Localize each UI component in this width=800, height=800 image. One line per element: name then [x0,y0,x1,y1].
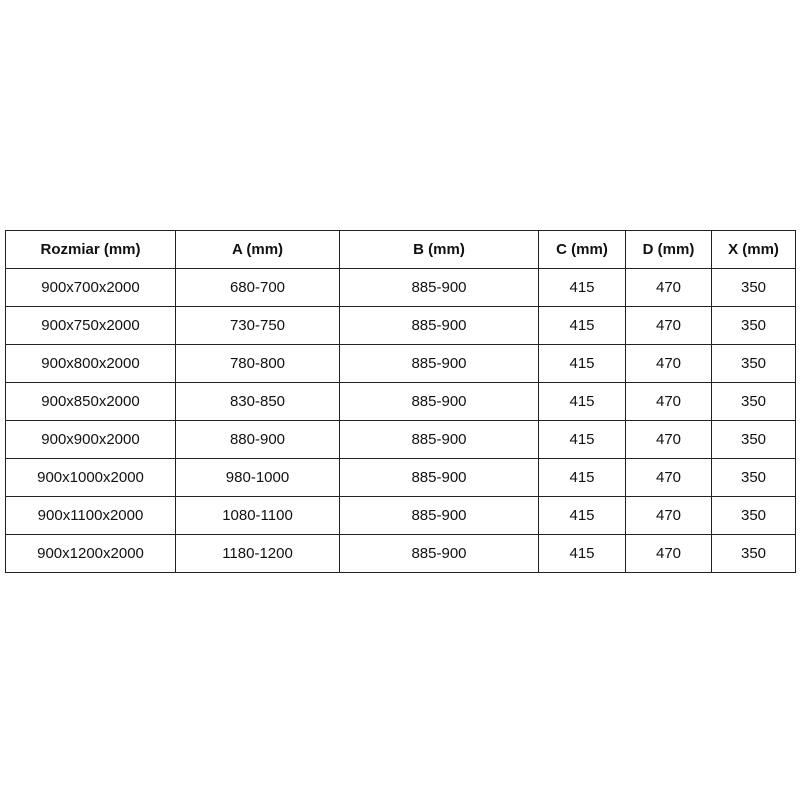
table-cell: 350 [711,534,796,573]
table-row: 900x1200x2000 1180-1200 885-900 415 470 350 [5,534,796,573]
table-cell: 350 [711,268,796,307]
table-cell: 1080-1100 [175,496,340,535]
table-row: 900x850x2000 830-850 885-900 415 470 350 [5,382,796,421]
column-header: A (mm) [175,230,340,269]
table-cell: 680-700 [175,268,340,307]
table-cell: 415 [538,458,626,497]
table-cell: 980-1000 [175,458,340,497]
table-cell: 350 [711,496,796,535]
table-cell: 470 [625,306,712,345]
table-cell: 780-800 [175,344,340,383]
table-cell: 470 [625,458,712,497]
table-cell: 900x700x2000 [5,268,176,307]
table-cell: 730-750 [175,306,340,345]
table-cell: 415 [538,306,626,345]
column-header: D (mm) [625,230,712,269]
table-cell: 900x900x2000 [5,420,176,459]
table-row: 900x1100x2000 1080-1100 885-900 415 470 350 [5,496,796,535]
table-cell: 900x750x2000 [5,306,176,345]
table-cell: 885-900 [339,534,539,573]
table-cell: 885-900 [339,306,539,345]
table-cell: 900x1100x2000 [5,496,176,535]
table-cell: 885-900 [339,382,539,421]
table-cell: 885-900 [339,458,539,497]
table-cell: 1180-1200 [175,534,340,573]
table-cell: 880-900 [175,420,340,459]
header-row: Rozmiar (mm) A (mm) B (mm) C (mm) D (mm) X (m… [5,230,796,269]
table-cell: 350 [711,458,796,497]
table-cell: 900x1200x2000 [5,534,176,573]
table-row: 900x800x2000 780-800 885-900 415 470 350 [5,344,796,383]
table-cell: 885-900 [339,268,539,307]
column-header: B (mm) [339,230,539,269]
table-cell: 470 [625,344,712,383]
table-row: 900x700x2000 680-700 885-900 415 470 350 [5,268,796,307]
table-row: 900x750x2000 730-750 885-900 415 470 350 [5,306,796,345]
table-cell: 900x800x2000 [5,344,176,383]
table-cell: 470 [625,496,712,535]
table-cell: 415 [538,268,626,307]
table-cell: 350 [711,382,796,421]
table-cell: 350 [711,306,796,345]
table-cell: 350 [711,344,796,383]
column-header: X (mm) [711,230,796,269]
table-row: 900x900x2000 880-900 885-900 415 470 350 [5,420,796,459]
table-cell: 885-900 [339,420,539,459]
table-cell: 470 [625,268,712,307]
table-cell: 470 [625,534,712,573]
table-cell: 885-900 [339,344,539,383]
table-cell: 415 [538,420,626,459]
table-cell: 415 [538,382,626,421]
table-cell: 900x850x2000 [5,382,176,421]
table-cell: 470 [625,420,712,459]
dimensions-table: Rozmiar (mm) A (mm) B (mm) C (mm) D (mm) X (m… [5,230,796,573]
table-cell: 885-900 [339,496,539,535]
table-cell: 415 [538,496,626,535]
table-row: 900x1000x2000 980-1000 885-900 415 470 350 [5,458,796,497]
table-cell: 470 [625,382,712,421]
table-cell: 415 [538,534,626,573]
column-header: C (mm) [538,230,626,269]
table-cell: 900x1000x2000 [5,458,176,497]
column-header: Rozmiar (mm) [5,230,176,269]
table-cell: 415 [538,344,626,383]
table-cell: 350 [711,420,796,459]
table-cell: 830-850 [175,382,340,421]
